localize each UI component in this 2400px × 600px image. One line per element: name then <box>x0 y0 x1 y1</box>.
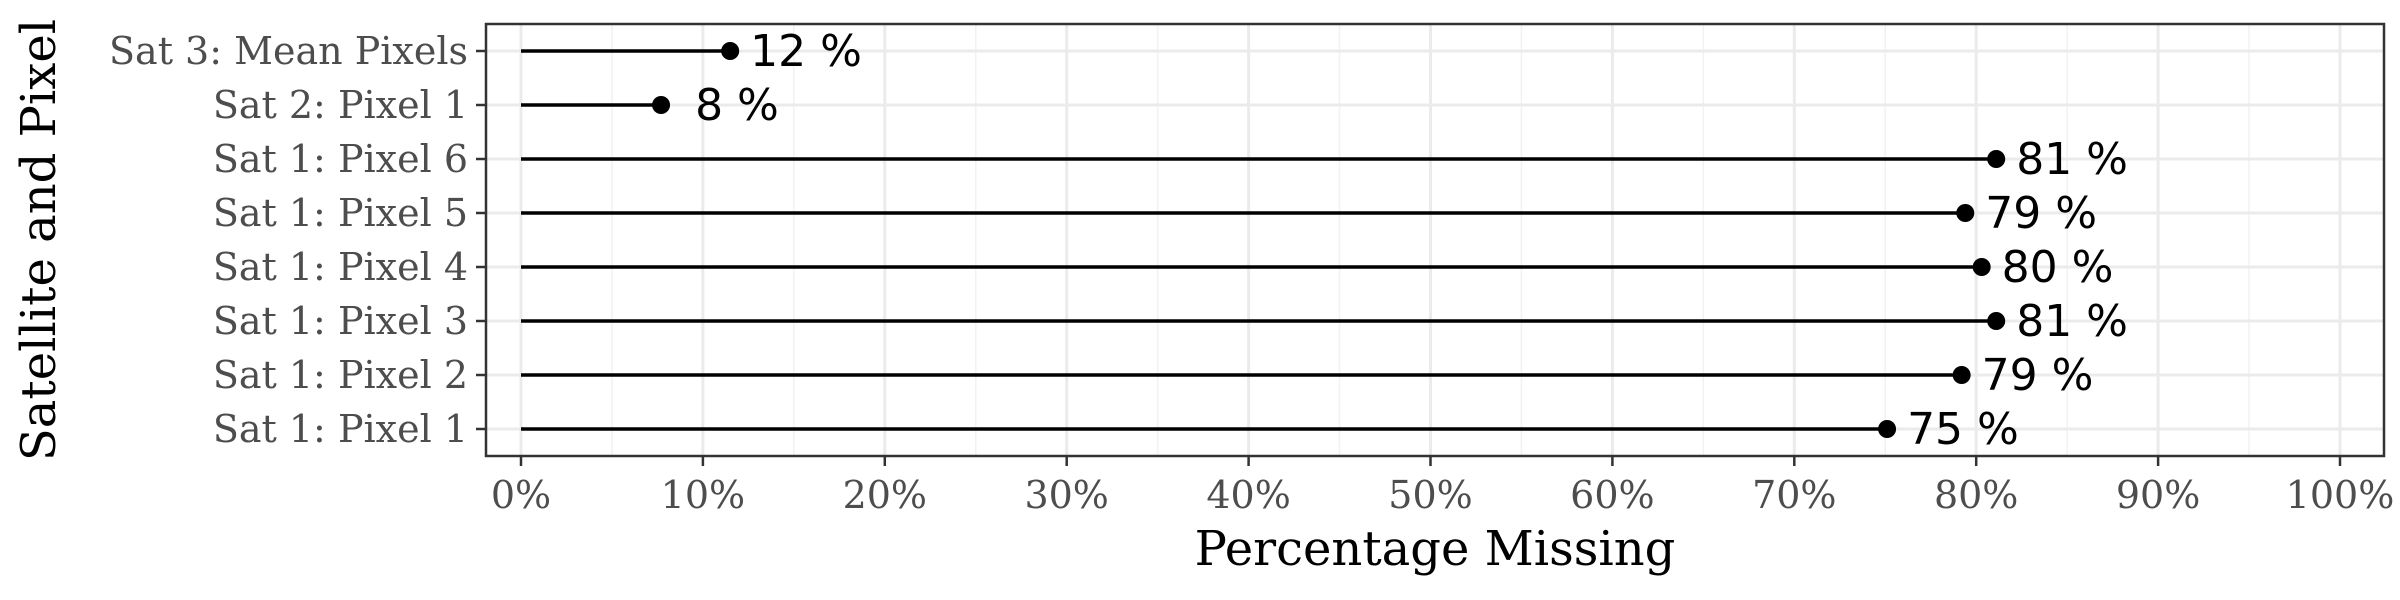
chart-marks: 75 %79 %81 %80 %79 %81 %8 %12 % <box>521 26 2128 455</box>
x-tick-label: 0% <box>491 473 551 517</box>
x-tick-label: 70% <box>1752 473 1836 517</box>
y-tick-label: Sat 1: Pixel 1 <box>213 407 468 451</box>
lollipop-point <box>1987 150 2006 168</box>
x-tick-label: 80% <box>1934 473 2018 517</box>
lollipop-point <box>1878 420 1897 438</box>
x-tick-label: 30% <box>1024 473 1108 517</box>
x-tick-label: 50% <box>1388 473 1472 517</box>
lollipop-point <box>1952 366 1971 384</box>
data-label: 79 % <box>1985 188 2097 239</box>
y-axis-title: Satellite and Pixel <box>11 19 67 461</box>
x-tick-label: 90% <box>2116 473 2200 517</box>
data-label: 79 % <box>1982 350 2094 401</box>
x-axis-title: Percentage Missing <box>1195 521 1676 577</box>
y-tick-label: Sat 2: Pixel 1 <box>213 83 468 127</box>
y-tick-label: Sat 1: Pixel 3 <box>213 299 468 343</box>
data-label: 81 % <box>2016 296 2128 347</box>
data-label: 81 % <box>2016 134 2128 185</box>
y-axis: Sat 1: Pixel 1 Sat 1: Pixel 2 Sat 1: Pixel… <box>109 29 486 451</box>
lollipop-point <box>1972 258 1991 276</box>
x-tick-label: 100% <box>2286 473 2395 517</box>
data-label: 8 % <box>695 80 779 131</box>
lollipop-point <box>652 96 671 114</box>
lollipop-point <box>1956 204 1975 222</box>
x-tick-label: 20% <box>843 473 927 517</box>
data-label: 12 % <box>750 26 862 77</box>
y-tick-label: Sat 1: Pixel 6 <box>213 137 468 181</box>
lollipop-point <box>1987 312 2006 330</box>
data-label: 80 % <box>2002 242 2114 293</box>
x-tick-label: 40% <box>1206 473 1290 517</box>
x-tick-label: 10% <box>661 473 745 517</box>
y-tick-label: Sat 1: Pixel 5 <box>213 191 468 235</box>
lollipop-point <box>721 42 740 60</box>
plot-panel-border <box>484 22 2386 458</box>
y-tick-label: Sat 1: Pixel 4 <box>213 245 468 289</box>
x-axis: 0% 10% 20% 30% 40% 50% 60% 70% 80% 90% 100% <box>491 456 2394 517</box>
y-tick-label: Sat 1: Pixel 2 <box>213 353 468 397</box>
y-tick-label: Sat 3: Mean Pixels <box>109 29 468 73</box>
x-tick-label: 60% <box>1570 473 1654 517</box>
data-label: 75 % <box>1907 404 2019 455</box>
